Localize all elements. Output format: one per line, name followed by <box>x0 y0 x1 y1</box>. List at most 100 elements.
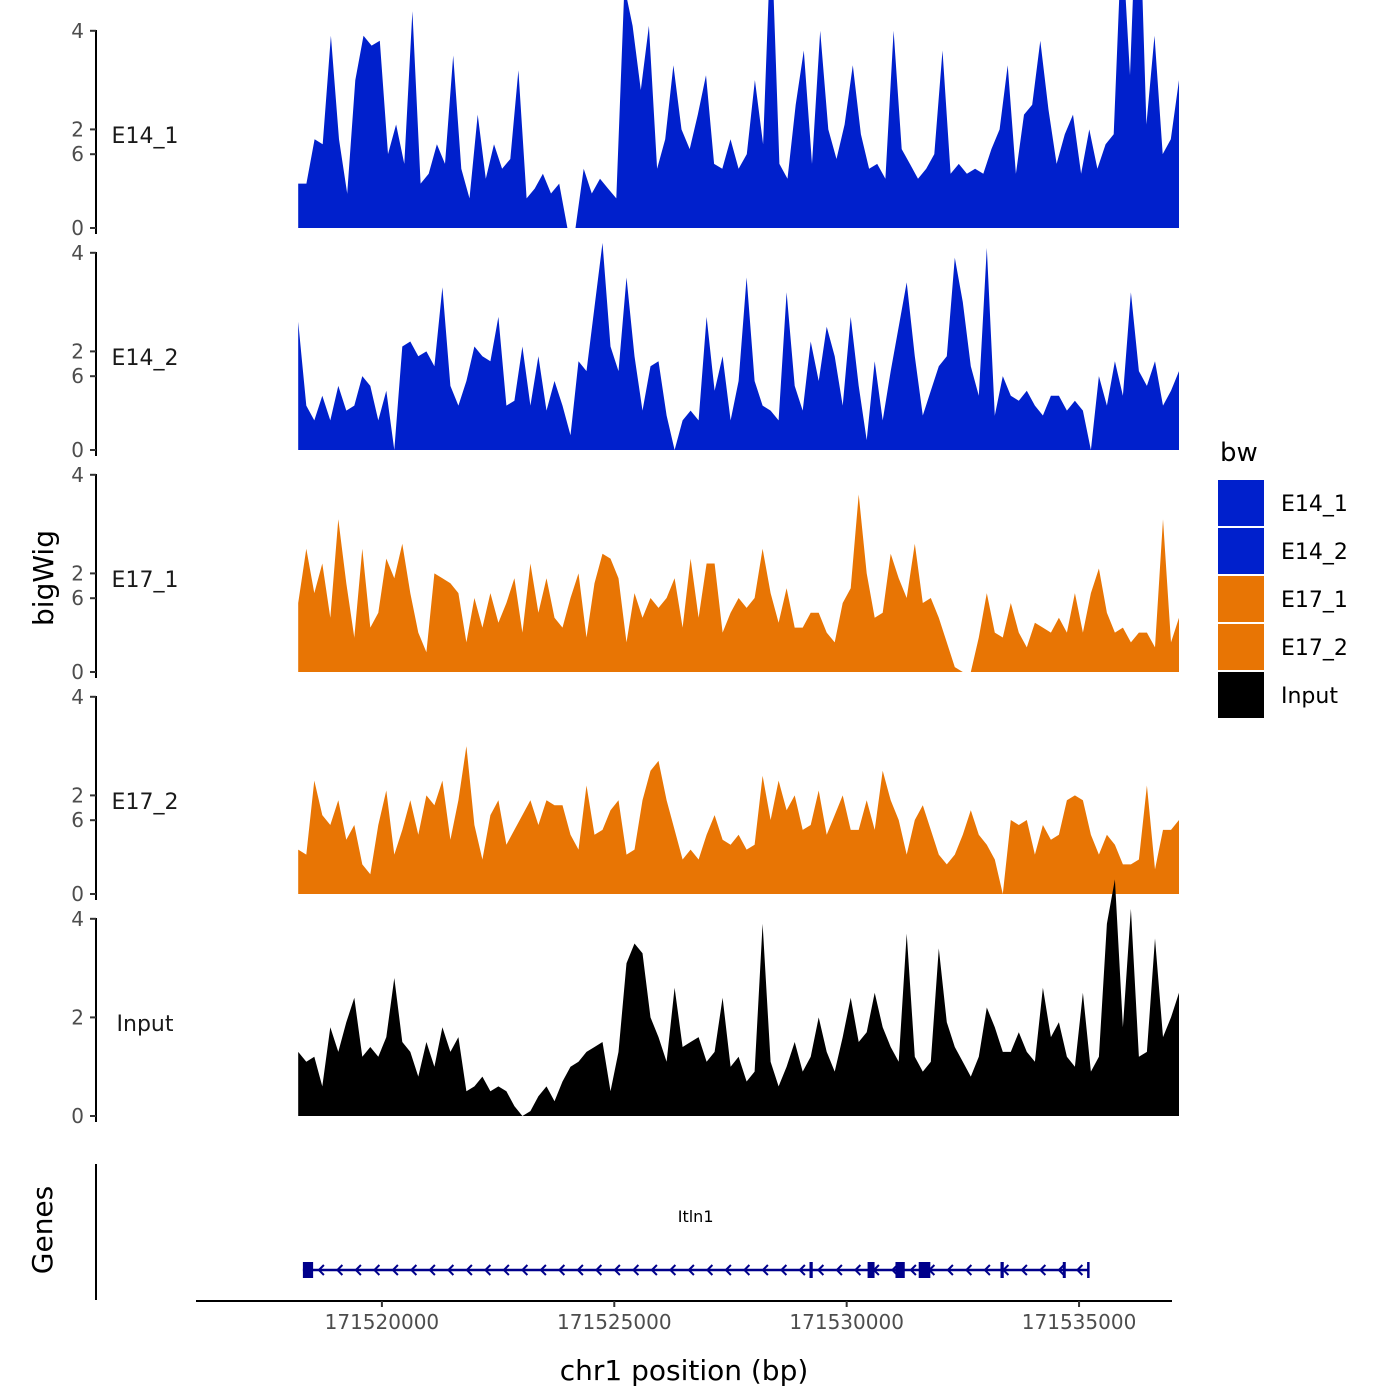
track-label: E14_1 <box>112 124 179 149</box>
y-axis-title: bigWig <box>27 530 60 626</box>
legend: bw E14_1 E14_2 E17_1 E17_2 Input <box>1218 438 1348 718</box>
track-e17-1: 0 2 4 6 E17_1 <box>71 364 1179 684</box>
strand-arrow <box>557 1264 566 1276</box>
y-tick-label: 0 <box>71 660 84 684</box>
track-e17-2: 0 2 4 6 E17_2 <box>71 586 1179 906</box>
y-tick-label: 4 <box>71 19 84 43</box>
signal-area-e17-1 <box>298 494 1179 672</box>
y-tick-label: 2 <box>71 1005 84 1029</box>
gene-exon <box>895 1262 905 1278</box>
strand-arrow <box>502 1264 510 1276</box>
signal-area-e14-1 <box>298 0 1179 228</box>
strand-arrow <box>594 1264 603 1276</box>
x-tick-label: 171535000 <box>1022 1310 1137 1334</box>
signal-area-input <box>298 879 1179 1116</box>
strand-arrow <box>687 1264 695 1276</box>
strand-arrow <box>761 1264 769 1276</box>
y-tick-label: 0 <box>71 438 84 462</box>
gene-exon <box>918 1262 931 1278</box>
strand-arrow <box>798 1264 806 1276</box>
track-label: E17_1 <box>112 568 179 593</box>
y-tick-label: 2 <box>71 783 84 807</box>
track-e14-1: 0 2 4 6 E14_1 <box>71 0 1179 240</box>
x-tick-label: 171520000 <box>325 1310 440 1334</box>
strand-arrow <box>1075 1264 1084 1276</box>
signal-area-e17-2 <box>298 746 1179 894</box>
y-tick-label: 6 <box>71 808 84 832</box>
y-tick-label: 6 <box>71 142 84 166</box>
gene-label: Itln1 <box>678 1207 714 1226</box>
legend-swatch-e14-1 <box>1218 480 1264 526</box>
gene-exon <box>1000 1262 1004 1278</box>
gene-itln1: Itln1 <box>302 1207 1090 1278</box>
gene-exon <box>1062 1262 1066 1278</box>
strand-arrow <box>983 1264 991 1276</box>
genes-panel: Genes Itln1 <box>26 1164 1090 1300</box>
strand-arrow <box>520 1264 529 1276</box>
strand-arrow <box>539 1264 547 1276</box>
strand-arrow <box>317 1264 325 1276</box>
strand-arrow <box>354 1264 362 1276</box>
y-tick-label: 2 <box>71 561 84 585</box>
strand-arrow <box>409 1264 418 1276</box>
y-tick-label: 0 <box>71 216 84 240</box>
legend-swatch-input <box>1218 672 1264 718</box>
legend-label: E14_2 <box>1281 540 1348 565</box>
y-tick-label: 4 <box>71 685 84 709</box>
legend-title: bw <box>1220 438 1258 468</box>
strand-arrow <box>668 1264 677 1276</box>
gene-exon <box>302 1262 314 1278</box>
y-tick-label: 6 <box>71 364 84 388</box>
strand-arrow <box>816 1264 825 1276</box>
strand-arrow <box>1057 1264 1065 1276</box>
legend-label: E14_1 <box>1281 492 1348 517</box>
genes-panel-title: Genes <box>26 1186 59 1274</box>
signal-tracks: 0246E14_10246E14_20246E17_10246E17_20246… <box>71 0 1179 1128</box>
legend-label: Input <box>1281 684 1338 709</box>
strand-arrow <box>465 1264 473 1276</box>
strand-arrow <box>576 1264 584 1276</box>
strand-arrow <box>1038 1264 1047 1276</box>
legend-label: E17_1 <box>1281 588 1348 613</box>
legend-swatch-e14-2 <box>1218 528 1264 574</box>
strand-arrow <box>335 1264 344 1276</box>
legend-label: E17_2 <box>1281 636 1348 661</box>
x-axis-title: chr1 position (bp) <box>560 1354 809 1387</box>
y-tick-label: 6 <box>71 586 84 610</box>
legend-swatch-e17-1 <box>1218 576 1264 622</box>
x-tick-label: 171530000 <box>789 1310 904 1334</box>
strand-arrow <box>779 1264 788 1276</box>
strand-arrow <box>650 1264 658 1276</box>
x-axis: chr1 position (bp) 171520000 171525000 171… <box>196 1300 1172 1387</box>
track-e14-2: 0 2 4 6 E14_2 <box>71 142 1179 462</box>
strand-arrow <box>483 1264 492 1276</box>
strand-arrow <box>391 1264 399 1276</box>
track-input: 0 2 4 6 Input <box>71 808 1179 1128</box>
y-tick-label: 0 <box>71 1104 84 1128</box>
strand-arrow <box>705 1264 714 1276</box>
strand-arrow <box>964 1264 973 1276</box>
y-tick-label: 4 <box>71 241 84 265</box>
strand-arrow <box>946 1264 954 1276</box>
legend-swatch-e17-2 <box>1218 624 1264 670</box>
track-label: E17_2 <box>112 790 179 815</box>
signal-area-e14-2 <box>298 242 1179 450</box>
gene-exon <box>809 1262 813 1278</box>
strand-arrow <box>724 1264 732 1276</box>
strand-arrow <box>835 1264 843 1276</box>
y-tick-label: 4 <box>71 907 84 931</box>
y-tick-label: 0 <box>71 882 84 906</box>
strand-arrow <box>446 1264 455 1276</box>
strand-arrow <box>742 1264 751 1276</box>
strand-arrow <box>613 1264 621 1276</box>
strand-arrow <box>428 1264 436 1276</box>
strand-arrow <box>1020 1264 1028 1276</box>
strand-arrow <box>853 1264 862 1276</box>
y-tick-label: 2 <box>71 339 84 363</box>
strand-arrow <box>372 1264 381 1276</box>
strand-arrow <box>909 1264 917 1276</box>
strand-arrow <box>631 1264 640 1276</box>
y-tick-label: 2 <box>71 117 84 141</box>
track-label: E14_2 <box>112 346 179 371</box>
